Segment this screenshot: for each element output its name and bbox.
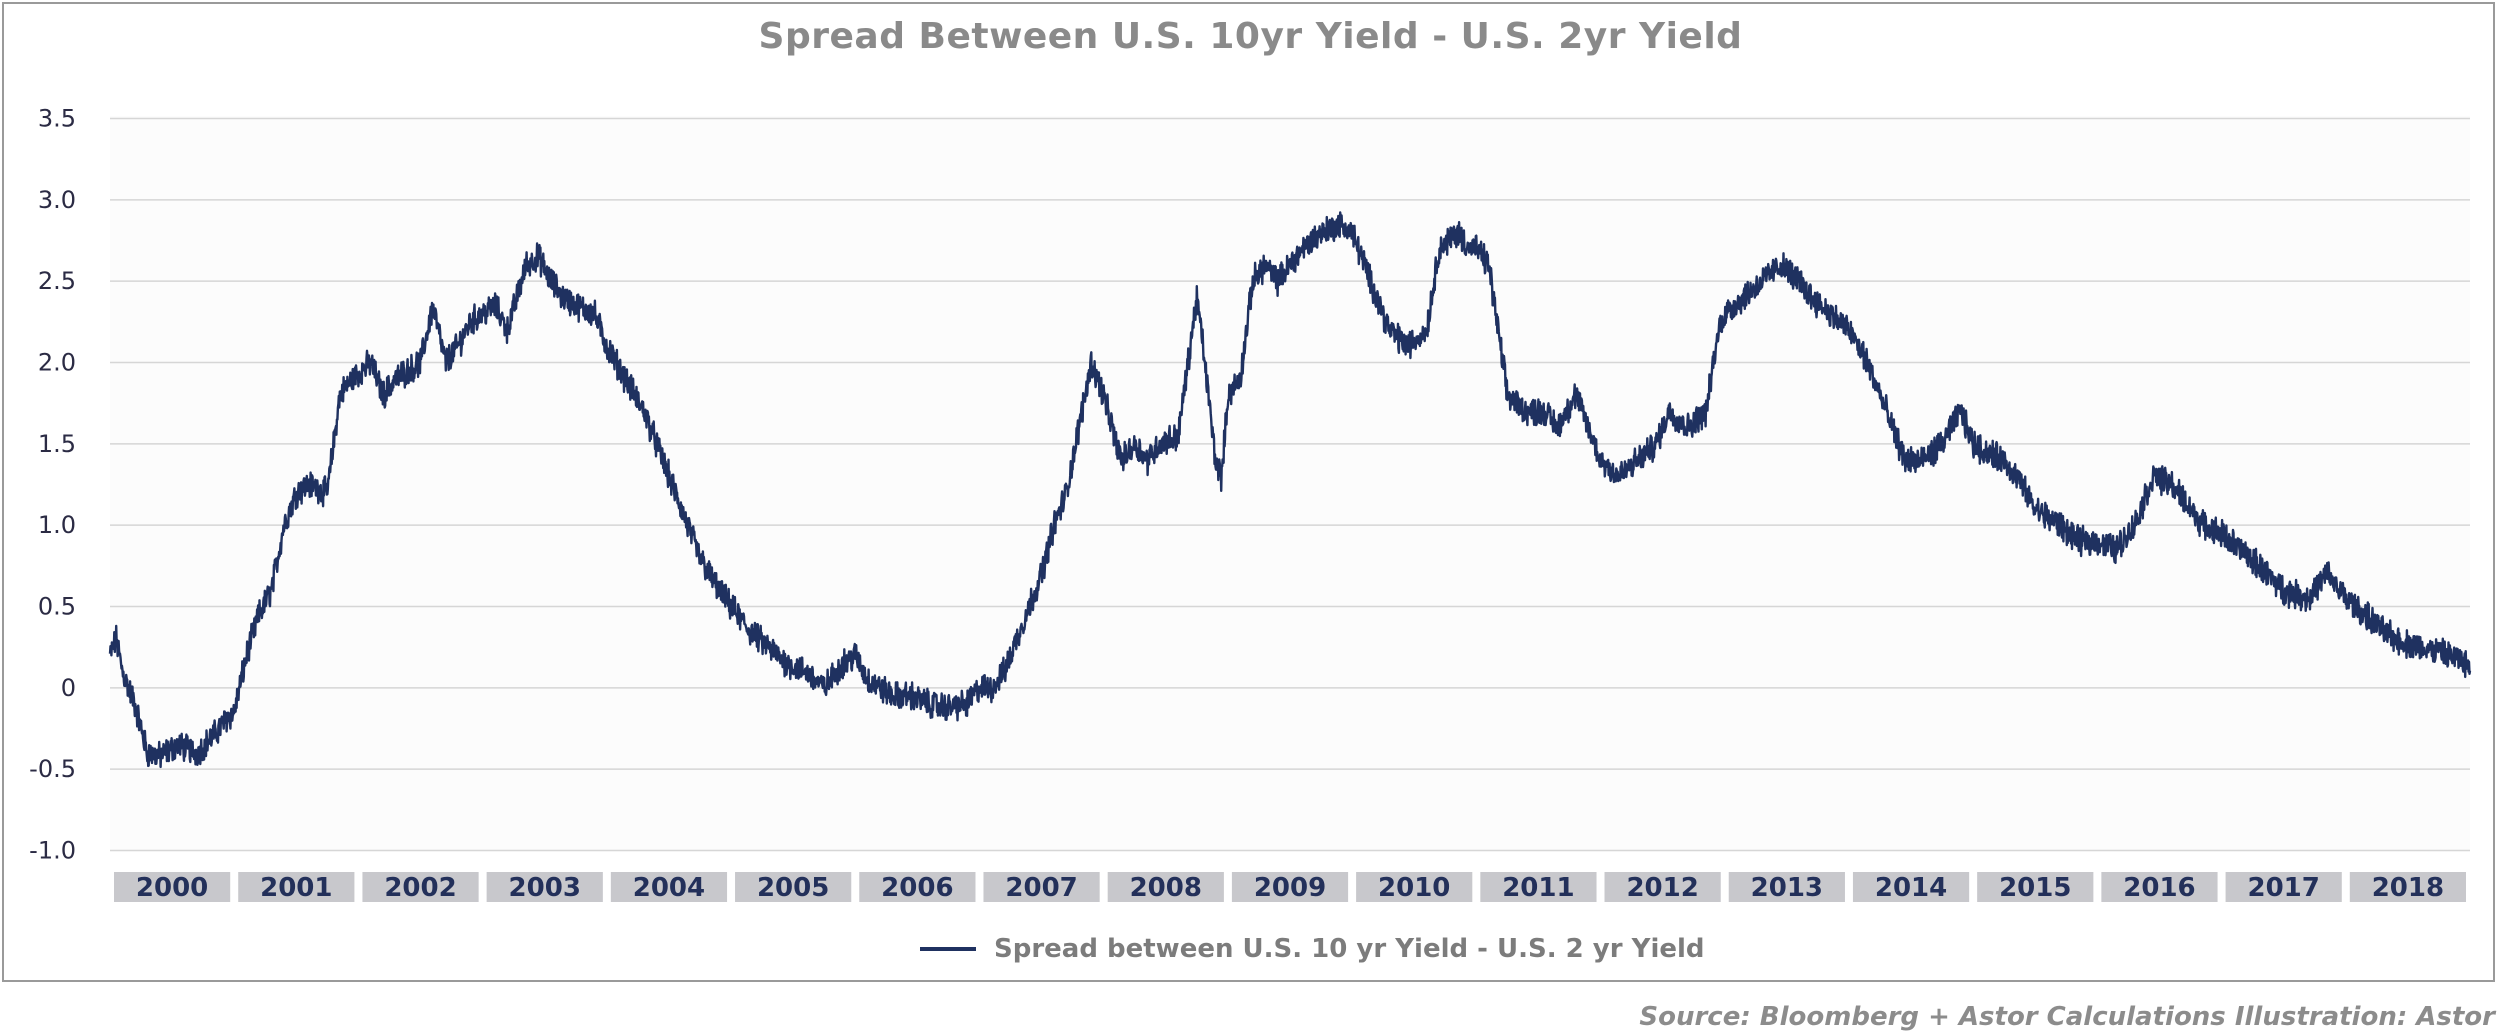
x-tick-label: 2007 bbox=[1005, 873, 1077, 903]
x-tick-label: 2005 bbox=[757, 873, 829, 903]
x-band bbox=[1728, 872, 1845, 902]
x-band bbox=[238, 872, 355, 902]
legend-label: Spread between U.S. 10 yr Yield - U.S. 2… bbox=[994, 934, 1705, 964]
chart-title: Spread Between U.S. 10yr Yield - U.S. 2y… bbox=[758, 16, 1743, 57]
x-band bbox=[1977, 872, 2094, 902]
x-tick-label: 2008 bbox=[1130, 873, 1202, 903]
x-tick-label: 2001 bbox=[260, 873, 332, 903]
x-band bbox=[1107, 872, 1224, 902]
x-tick-label: 2011 bbox=[1502, 873, 1574, 903]
x-tick-label: 2004 bbox=[633, 873, 705, 903]
legend-line-swatch bbox=[920, 947, 976, 951]
y-tick-label: 1.5 bbox=[38, 430, 76, 458]
y-tick-label: 2.5 bbox=[38, 267, 76, 295]
source-note: Source: Bloomberg + Astor Calculations I… bbox=[1639, 1002, 2495, 1032]
x-tick-label: 2003 bbox=[509, 873, 581, 903]
x-tick-label: 2000 bbox=[136, 873, 208, 903]
x-tick-label: 2006 bbox=[881, 873, 953, 903]
x-band bbox=[983, 872, 1100, 902]
x-band bbox=[1356, 872, 1473, 902]
x-tick-label: 2018 bbox=[2372, 873, 2444, 903]
x-band bbox=[486, 872, 603, 902]
y-tick-label: 0 bbox=[61, 674, 76, 702]
x-band bbox=[1231, 872, 1349, 902]
x-band bbox=[114, 872, 231, 902]
x-tick-label: 2002 bbox=[384, 873, 456, 903]
x-band bbox=[735, 872, 852, 902]
y-tick-label: -0.5 bbox=[29, 755, 76, 783]
y-tick-label: 0.5 bbox=[38, 593, 76, 621]
legend: Spread between U.S. 10 yr Yield - U.S. 2… bbox=[920, 934, 1705, 964]
x-band bbox=[2349, 872, 2466, 902]
x-band bbox=[610, 872, 728, 902]
x-band bbox=[1604, 872, 1721, 902]
x-tick-label: 2017 bbox=[2247, 873, 2319, 903]
x-band bbox=[362, 872, 479, 902]
x-band bbox=[1852, 872, 1970, 902]
x-tick-label: 2013 bbox=[1751, 873, 1823, 903]
x-tick-label: 2012 bbox=[1626, 873, 1698, 903]
y-tick-label: -1.0 bbox=[29, 837, 76, 865]
x-band bbox=[859, 872, 976, 902]
x-tick-label: 2015 bbox=[1999, 873, 2071, 903]
series-group bbox=[108, 211, 2472, 769]
plot-area-background bbox=[110, 116, 2470, 850]
x-tick-label: 2010 bbox=[1378, 873, 1450, 903]
x-band bbox=[2101, 872, 2218, 902]
y-tick-label: 3.5 bbox=[38, 105, 76, 133]
y-tick-label: 2.0 bbox=[38, 349, 76, 377]
series-line bbox=[108, 211, 2472, 769]
x-tick-label: 2016 bbox=[2123, 873, 2195, 903]
x-band bbox=[2225, 872, 2342, 902]
x-axis-year-bands: 2000 2001 2002 2003 2004 2005 2006 2007 2008 2009… bbox=[114, 872, 2466, 903]
x-tick-label: 2009 bbox=[1254, 873, 1326, 903]
x-band bbox=[1480, 872, 1597, 902]
y-tick-label: 1.0 bbox=[38, 511, 76, 539]
y-tick-label: 3.0 bbox=[38, 186, 76, 214]
x-tick-label: 2014 bbox=[1875, 873, 1947, 903]
y-tick-labels: 3.5 3.0 2.5 2.0 1.5 1.0 0.5 0 -0.5 -1.0 bbox=[29, 105, 76, 865]
